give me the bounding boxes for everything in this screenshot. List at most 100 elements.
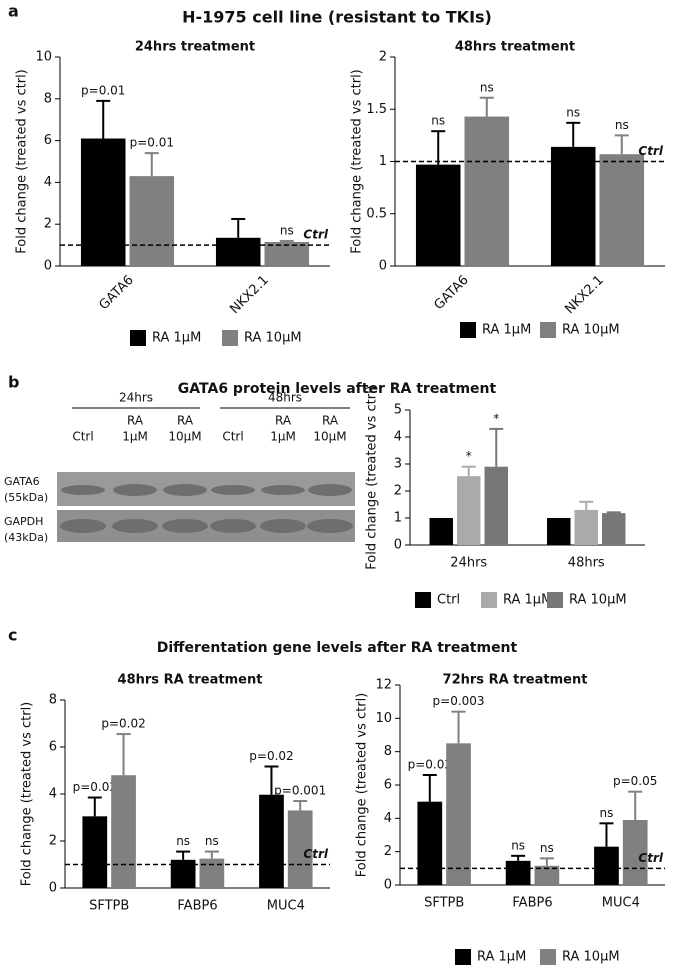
panel-label: a: [8, 2, 19, 21]
y-tick-label: 0: [384, 878, 392, 893]
blot-lane-label: 10μM: [168, 430, 201, 444]
bar: [215, 237, 261, 266]
bar: [550, 146, 596, 266]
blot-lane-label: Ctrl: [222, 430, 243, 444]
annotation: p=0.05: [613, 774, 657, 788]
bar: [287, 810, 313, 888]
blot-lane-label: 1μM: [270, 430, 296, 444]
legend-swatch: [222, 330, 238, 346]
annotation: *: [466, 449, 472, 463]
bar: [259, 794, 284, 888]
annotation: p=0.01: [130, 136, 174, 150]
legend-label: RA 10μM: [562, 323, 620, 338]
ref-line-label: Ctrl: [303, 847, 328, 861]
chart: Fold change (treated vs ctrl) 0 1 2 3 4 5 24hrs…: [365, 385, 645, 608]
western-blot: [57, 407, 355, 542]
legend-label: RA 1μM: [503, 593, 552, 608]
legend-label: RA 10μM: [569, 593, 627, 608]
chart-title: 24hrs treatment: [135, 40, 255, 55]
bar: [170, 859, 196, 888]
legend-label: RA 1μM: [482, 323, 531, 338]
bar: [534, 865, 560, 885]
y-tick-label: 12: [375, 678, 392, 693]
blot-lane-label: RA: [322, 414, 339, 428]
legend-label: RA 1μM: [152, 331, 201, 346]
annotation: p=0.003: [433, 694, 485, 708]
y-tick-label: 6: [384, 778, 392, 793]
annotation: ns: [600, 806, 614, 820]
bar: [111, 775, 136, 888]
y-tick-label: 8: [384, 744, 392, 759]
blot-lane-label: RA: [127, 414, 144, 428]
y-tick-label: 8: [49, 693, 57, 708]
y-tick-label: 4: [44, 175, 52, 190]
bar: [264, 241, 310, 266]
y-tick-label: 10: [375, 711, 392, 726]
legend-swatch: [130, 330, 146, 346]
annotation: p=0.01: [81, 83, 125, 97]
y-tick-label: 8: [44, 91, 52, 106]
annotation: p=0.001: [274, 784, 326, 798]
blot-lane-label: 1μM: [122, 430, 148, 444]
ref-line-label: Ctrl: [638, 144, 663, 158]
y-tick-label: 2: [384, 844, 392, 859]
panel-title: H-1975 cell line (resistant to TKIs): [182, 8, 492, 27]
bar: [429, 518, 453, 545]
legend-label: Ctrl: [437, 593, 460, 608]
legend-swatch: [481, 592, 497, 608]
y-tick-label: 2: [379, 50, 387, 65]
y-tick-label: 4: [49, 787, 57, 802]
bar: [80, 138, 126, 266]
ref-line-label: Ctrl: [303, 228, 328, 242]
x-tick-label: MUC4: [267, 899, 305, 914]
blot-lane-label: 10μM: [313, 430, 346, 444]
panel-label: c: [8, 626, 17, 645]
chart-title: 48hrs treatment: [455, 40, 575, 55]
bar: [415, 164, 461, 266]
y-tick-label: 2: [44, 217, 52, 232]
y-tick-label: 3: [394, 457, 402, 472]
x-tick-label: NKX2.1: [227, 273, 271, 317]
y-tick-label: 1: [394, 511, 402, 526]
y-tick-label: 6: [44, 133, 52, 148]
blot-lane-label: RA: [177, 414, 194, 428]
bar: [129, 176, 175, 266]
panel-title: Differentation gene levels after RA trea…: [157, 640, 518, 656]
annotation: p=0.02: [73, 780, 117, 794]
y-tick-label: 1: [379, 154, 387, 169]
blot-lane-label: Ctrl: [72, 430, 93, 444]
legend-swatch: [547, 592, 563, 608]
y-tick-label: 0: [394, 538, 402, 553]
x-tick-label: FABP6: [512, 896, 552, 911]
annotation: ns: [566, 105, 580, 119]
annotation: ns: [480, 80, 494, 94]
legend-label: RA 10μM: [562, 950, 620, 965]
annotation: ns: [176, 834, 190, 848]
bands: [60, 484, 353, 533]
blot-lane-label: RA: [275, 414, 292, 428]
y-tick-label: 5: [394, 403, 402, 418]
bar: [457, 476, 481, 545]
bar: [594, 846, 619, 885]
bar: [602, 513, 626, 545]
y-tick-label: 1.5: [366, 102, 387, 117]
legend-swatch: [540, 322, 556, 338]
bar: [484, 466, 508, 545]
annotation: ns: [205, 834, 219, 848]
y-axis-label: Fold change (treated vs ctrl): [365, 385, 380, 569]
x-tick-label: 24hrs: [450, 556, 487, 571]
blot-row-label: GAPDH: [4, 515, 43, 528]
x-tick-label: GATA6: [96, 273, 136, 313]
annotation: ns: [540, 841, 554, 855]
annotation: p=0.02: [249, 749, 293, 763]
y-tick-label: 6: [49, 740, 57, 755]
y-tick-label: 10: [35, 50, 52, 65]
blot-group-label: 48hrs: [268, 391, 302, 405]
y-tick-label: 2: [394, 484, 402, 499]
x-tick-label: SFTPB: [424, 896, 464, 911]
y-tick-label: 0.5: [366, 206, 387, 221]
annotation: p=0.02: [408, 758, 452, 772]
chart: 72hrs RA treatment Fold change (treated v…: [355, 673, 665, 965]
chart: 48hrs treatment Fold change (treated vs c…: [350, 40, 665, 338]
chart: 24hrs treatment Fold change (treated vs c…: [15, 40, 330, 346]
